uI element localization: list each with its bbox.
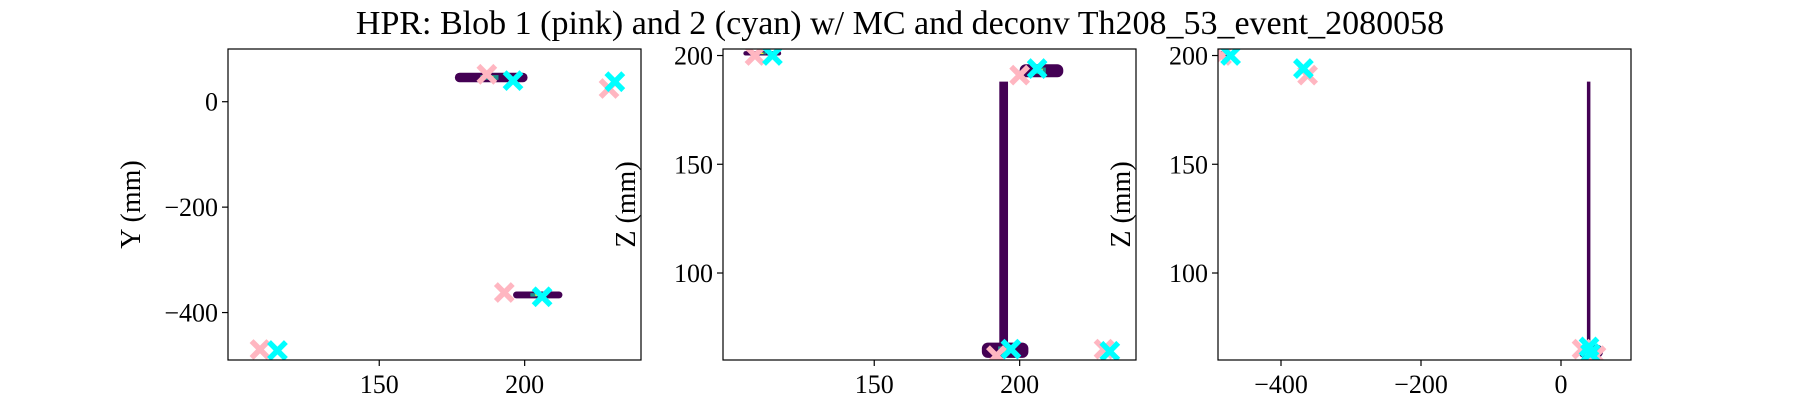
hit-region: [1586, 81, 1591, 356]
blob-2-marker: [1293, 58, 1314, 79]
marker-stroke: [762, 49, 783, 66]
y-axis-label: Z (mm): [1106, 161, 1137, 247]
hit-peak: [760, 52, 764, 55]
x-tick-label: −200: [1394, 370, 1448, 399]
marker-stroke: [604, 71, 626, 93]
blob-1-marker: [249, 339, 271, 360]
y-tick-label: −200: [164, 193, 218, 222]
y-tick-label: −400: [164, 299, 218, 328]
axes-frame: [1217, 48, 1632, 361]
plot-area: [1218, 49, 1607, 360]
blob-1-marker: [1009, 64, 1031, 86]
marker-stroke: [744, 49, 766, 66]
blob-2-marker: [502, 70, 524, 92]
panel-3: −400 −200 0 200 150 100 Z (mm): [1106, 42, 1632, 399]
plot-area: [249, 63, 626, 360]
blob-2-marker: [1099, 340, 1121, 360]
marker-stroke: [267, 340, 288, 360]
figure-title: HPR: Blob 1 (pink) and 2 (cyan) w/ MC an…: [356, 5, 1444, 42]
blob-2-marker: [604, 71, 626, 93]
marker-stroke: [531, 286, 553, 308]
marker-stroke: [1580, 343, 1601, 360]
blob-2-marker: [1580, 343, 1601, 360]
x-tick-label: 150: [855, 370, 894, 399]
y-axis-label: Z (mm): [611, 161, 642, 247]
marker-stroke: [502, 70, 524, 92]
y-tick-label: 100: [674, 259, 713, 288]
blob-2-marker: [1026, 58, 1048, 79]
marker-stroke: [476, 63, 498, 85]
y-tick-label: 200: [1169, 42, 1208, 71]
panel-2: 150 200 200 150 100 Z (mm): [611, 42, 1137, 399]
x-tick-label: 0: [1555, 370, 1568, 399]
marker-stroke: [1099, 340, 1121, 360]
blob-2-marker: [267, 340, 288, 360]
y-tick-label: 200: [674, 42, 713, 71]
plot-panels: 150 200 0 −200 −400 Y (mm) 150 200 200 150 100 Z (m…: [116, 42, 1632, 399]
axes-frame: [227, 48, 642, 361]
marker-stroke: [1220, 49, 1241, 66]
marker-stroke: [1026, 58, 1048, 79]
marker-stroke: [249, 339, 271, 360]
blob-2-marker: [1220, 49, 1241, 66]
x-tick-label: 150: [360, 370, 399, 399]
y-tick-label: 0: [205, 88, 218, 117]
blob-1-marker: [476, 63, 498, 85]
blob-2-marker: [762, 49, 783, 66]
axes-frame: [722, 48, 1137, 361]
y-axis-label: Y (mm): [116, 160, 147, 248]
blob-2-marker: [531, 286, 553, 308]
y-tick-label: 100: [1169, 259, 1208, 288]
marker-stroke: [1000, 338, 1022, 360]
x-tick-label: −400: [1254, 370, 1308, 399]
hit-region: [999, 81, 1009, 356]
marker-stroke: [1009, 64, 1031, 86]
x-tick-label: 200: [505, 370, 544, 399]
x-tick-label: 200: [1000, 370, 1039, 399]
y-tick-label: 150: [674, 150, 713, 179]
blob-1-marker: [493, 282, 515, 303]
y-tick-label: 150: [1169, 150, 1208, 179]
plot-area: [743, 49, 1121, 360]
marker-stroke: [1293, 58, 1314, 79]
blob-2-marker: [1000, 338, 1022, 360]
blob-1-marker: [744, 49, 766, 66]
marker-stroke: [493, 282, 515, 303]
panel-1: 150 200 0 −200 −400 Y (mm): [116, 48, 642, 399]
